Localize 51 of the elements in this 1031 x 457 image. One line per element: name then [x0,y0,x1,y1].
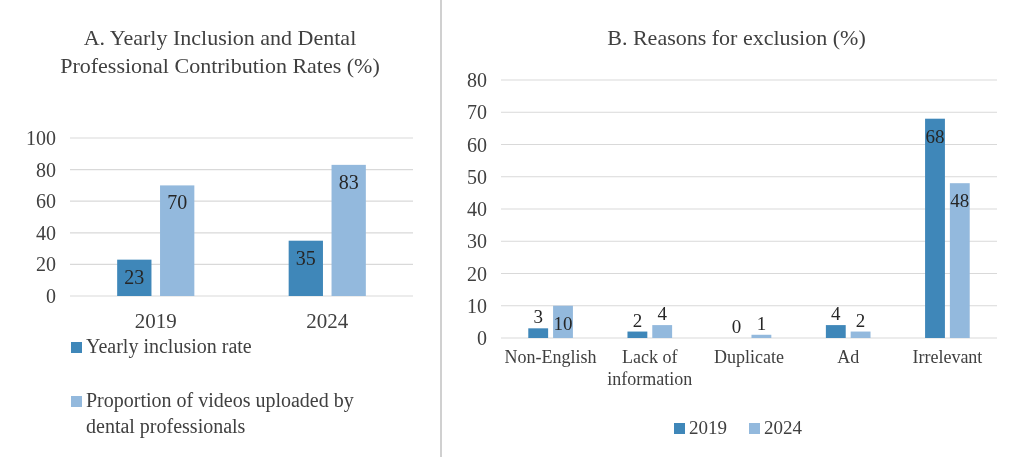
y-tick-label: 80 [36,158,56,181]
chart-title: A. Yearly Inclusion and Dental Professional Contribution Rates (%) [60,25,380,78]
bar [850,331,871,338]
data-label: 23 [124,265,145,288]
y-tick-label: 60 [467,133,487,156]
data-label: 4 [657,303,668,325]
data-label: 48 [950,190,970,212]
y-tick-label: 60 [36,190,56,213]
data-label: 1 [756,312,767,334]
y-tick-label: 30 [467,230,487,253]
y-tick-label: 100 [26,127,56,149]
bar [751,334,772,338]
y-tick-label: 20 [467,262,487,285]
legend-label: 2019 [689,417,727,438]
bar [627,331,648,338]
bar [160,185,195,296]
data-label: 4 [831,303,842,325]
bar [331,164,366,296]
x-tick-label: Lack of information [607,347,693,389]
y-tick-label: 50 [467,165,487,188]
bar [528,328,549,338]
legend-label: Yearly inclusion rate [86,335,252,358]
y-tick-label: 0 [46,285,56,307]
y-tick-label: 0 [477,327,487,349]
data-label: 3 [533,306,543,328]
y-tick-label: 40 [36,221,56,244]
bar [949,183,970,338]
data-label: 68 [925,125,945,147]
x-tick-label: Non-English [504,347,597,367]
y-tick-label: 80 [467,69,487,91]
bar [825,325,846,338]
data-label: 0 [731,316,742,337]
data-label: 35 [295,246,316,269]
data-label: 83 [338,170,359,193]
data-label: 2 [632,309,643,331]
data-label: 70 [167,191,188,214]
bar [652,325,673,338]
bar [288,240,323,296]
data-label: 10 [553,312,573,334]
y-tick-label: 70 [467,101,487,124]
x-tick-label: Irrelevant [912,347,983,367]
data-label: 2 [855,309,866,331]
x-tick-label: Ad [837,347,860,367]
legend-label: Proportion of videos uploaded by dental professionals [86,389,354,438]
chart-title: B. Reasons for exclusion (%) [607,25,866,50]
y-tick-label: 10 [467,294,487,317]
bar [925,118,945,338]
legend-label: 2024 [764,417,803,438]
y-tick-label: 40 [467,198,487,220]
x-tick-label: Duplicate [714,347,784,367]
y-tick-label: 20 [36,253,56,276]
